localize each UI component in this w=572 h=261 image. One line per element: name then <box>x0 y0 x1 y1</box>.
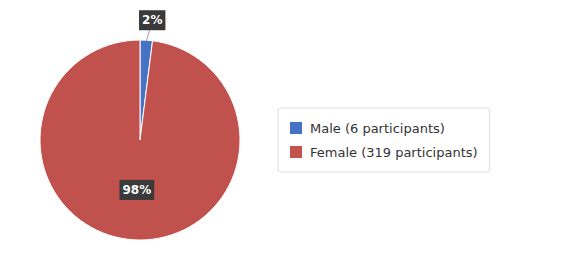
legend-label: Female (319 participants) <box>310 145 478 160</box>
slices <box>40 40 240 240</box>
data-labels: 2% 98% <box>119 10 165 200</box>
legend-swatch <box>290 146 302 158</box>
chart: 2% 98% Male (6 participants) Female (319 pa… <box>0 0 572 261</box>
legend-swatch <box>290 122 302 134</box>
data-label: 2% <box>142 13 162 27</box>
data-label: 98% <box>122 183 151 197</box>
data-label-box <box>139 10 165 30</box>
legend: Male (6 participants) Female (319 partici… <box>278 108 490 172</box>
data-label-box <box>119 180 154 200</box>
pie-slice <box>40 40 240 240</box>
legend-frame <box>278 108 490 172</box>
legend-label: Male (6 participants) <box>310 121 445 136</box>
